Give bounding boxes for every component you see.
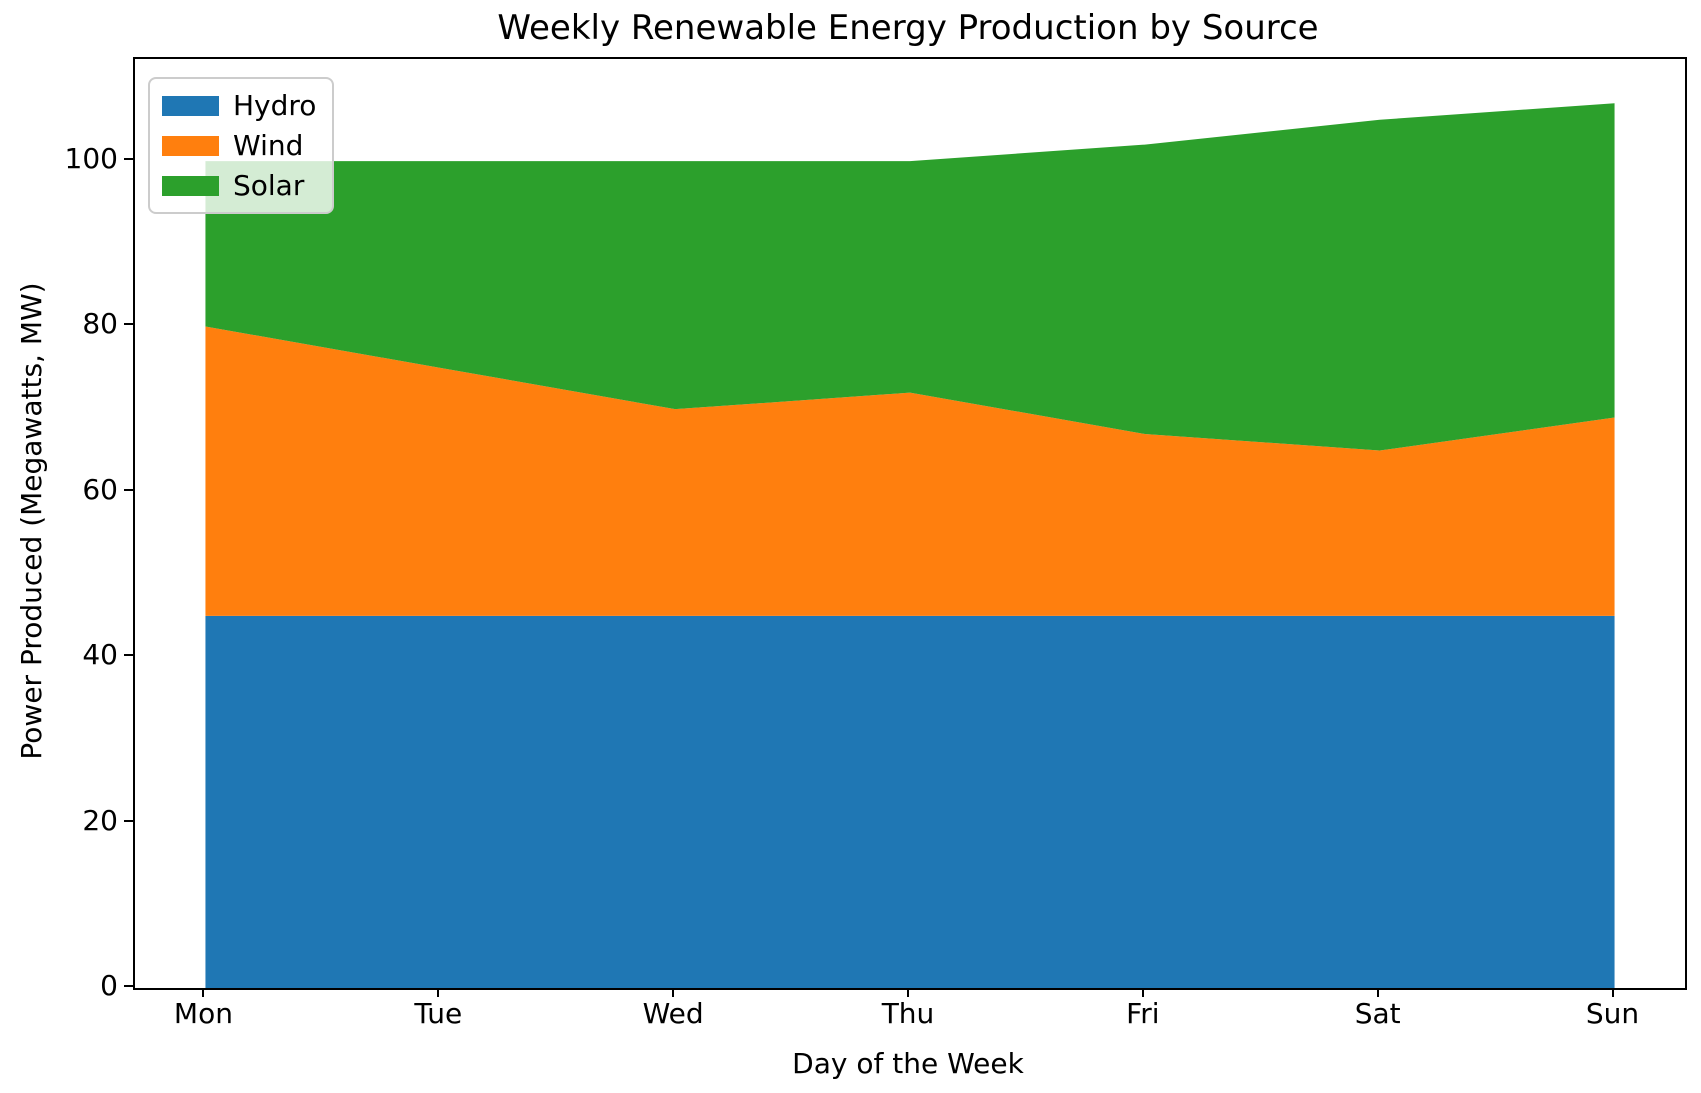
x-tick-mark	[1611, 988, 1614, 997]
x-axis-label: Day of the Week	[792, 1047, 1024, 1080]
y-tick-mark	[124, 488, 133, 491]
legend-swatch-wind	[162, 135, 219, 156]
x-tick-mark	[1376, 988, 1379, 997]
x-tick-label-thu: Thu	[881, 997, 935, 1030]
y-tick-mark	[124, 985, 133, 987]
legend-swatch-solar	[162, 175, 219, 196]
x-tick-mark	[202, 988, 205, 997]
x-tick-mark	[672, 988, 675, 997]
y-tick-mark	[124, 158, 133, 161]
x-tick-label-wed: Wed	[642, 997, 704, 1030]
area-hydro	[205, 615, 1615, 988]
legend-swatch-hydro	[162, 95, 219, 116]
y-tick-label: 100	[64, 142, 118, 176]
y-tick-mark	[124, 323, 133, 326]
chart-title: Weekly Renewable Energy Production by So…	[497, 8, 1319, 48]
area-solar	[205, 103, 1615, 451]
area-wind	[205, 326, 1615, 616]
y-axis-label: Power Produced (Megawatts, MW)	[15, 282, 48, 760]
x-tick-label-mon: Mon	[173, 997, 233, 1030]
x-tick-label-tue: Tue	[414, 997, 463, 1030]
x-tick-label-sat: Sat	[1354, 997, 1401, 1030]
legend-label-solar: Solar	[233, 169, 305, 202]
legend-item-hydro: Hydro	[162, 89, 316, 122]
x-tick-label-sun: Sun	[1585, 997, 1640, 1030]
y-tick-label: 20	[82, 803, 118, 837]
legend-label-wind: Wind	[233, 129, 304, 162]
x-tick-mark	[1141, 988, 1144, 997]
legend-label-hydro: Hydro	[233, 89, 317, 122]
legend: Hydro Wind Solar	[148, 77, 335, 214]
legend-item-wind: Wind	[162, 129, 316, 162]
y-tick-label: 0	[100, 969, 118, 1002]
x-tick-label-fri: Fri	[1126, 997, 1160, 1030]
stacked-area-plot	[205, 103, 1615, 988]
x-tick-mark	[907, 988, 909, 997]
y-tick-label: 60	[82, 472, 118, 506]
y-tick-mark	[124, 654, 133, 657]
y-tick-label: 80	[82, 307, 118, 341]
y-tick-label: 40	[82, 638, 118, 672]
y-tick-mark	[124, 819, 133, 822]
legend-item-solar: Solar	[162, 169, 316, 202]
x-tick-mark	[437, 988, 440, 997]
plot-area	[133, 57, 1687, 990]
